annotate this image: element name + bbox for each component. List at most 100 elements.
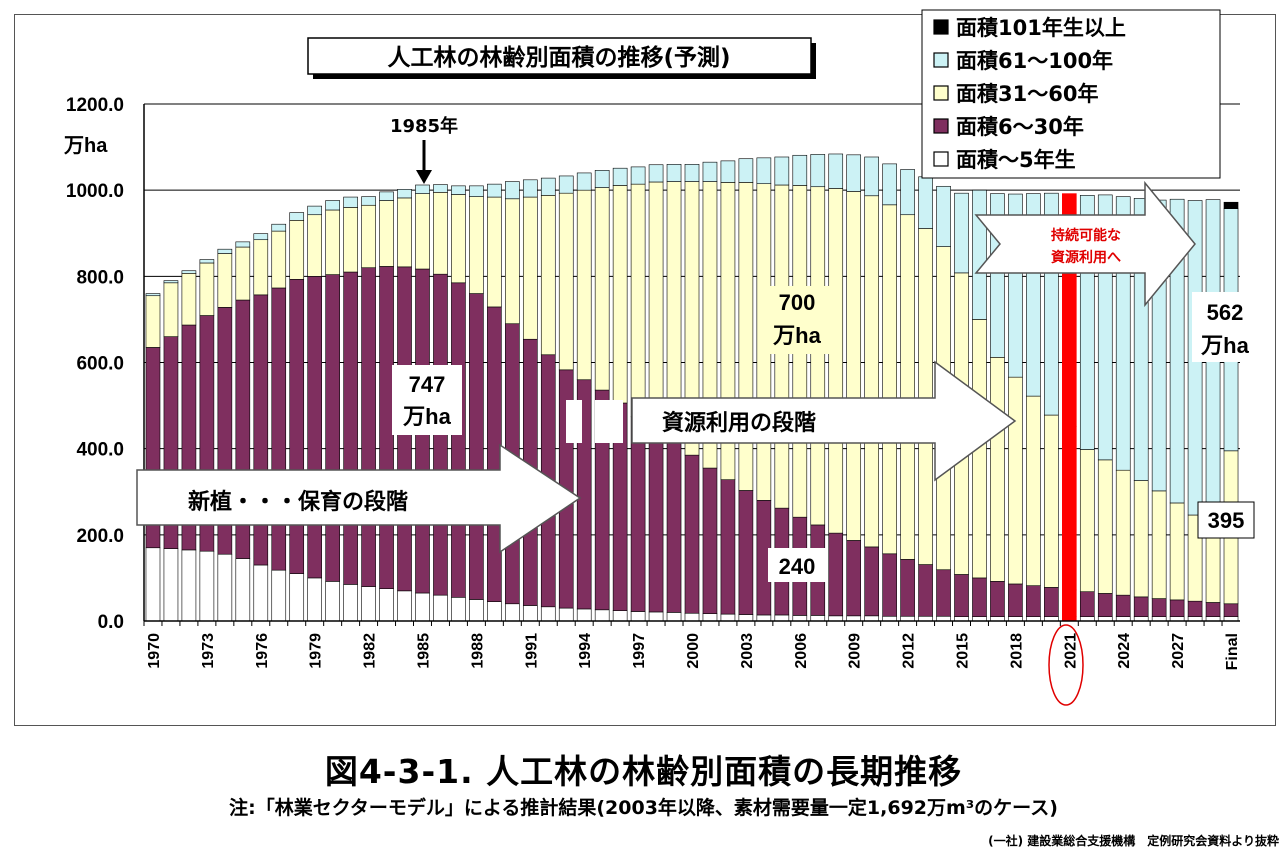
bar-segment-3 [343,207,358,273]
bar-segment-1 [271,569,287,622]
x-tick-label: 1970 [146,633,163,669]
bar-segment-2 [972,577,987,617]
bar-segment-4 [451,185,466,195]
bar-segment-3 [451,194,466,284]
legend-label: 面積31～60年 [956,82,1098,106]
callout-747-unit: 万ha [402,404,451,429]
x-tick-label: 1973 [200,633,217,669]
bar-segment-4 [594,170,610,188]
bar-segment-3 [1008,376,1023,585]
bar-segment-3 [738,182,754,491]
x-tick-label: 1985 [415,633,432,669]
bar-segment-3 [828,188,844,534]
bar-segment-3 [271,230,287,289]
bar-segment-4 [181,270,197,274]
callout-562-unit: 万ha [1200,333,1249,358]
x-tick-label: 2024 [1116,633,1133,669]
bar-segment-1 [576,608,592,622]
bar-segment-3 [918,228,933,565]
bar-segment-1 [738,614,754,622]
bar-segment-1 [505,603,520,622]
bar-segment-1 [379,588,394,622]
bar-segment-3 [1097,459,1113,594]
bar-segment-2 [630,416,646,612]
bar-segment-2 [900,559,915,617]
bar-segment-4 [630,166,646,185]
bar-segment-1 [289,573,305,622]
bar-segment-3 [1115,469,1131,596]
bar-segment-3 [415,193,430,270]
y-tick-label: 1000.0 [66,181,124,202]
bar-segment-4 [469,185,484,197]
callout-700-unit: 万ha [772,323,821,348]
x-tick-label: 2018 [1008,633,1025,669]
bar-segment-2 [325,274,340,582]
bar-segment-1 [612,610,628,622]
bar-segment-4 [702,161,718,182]
bar-segment-1 [864,615,879,622]
bar-segment-3 [397,197,412,268]
y-tick-label: 800.0 [76,267,124,288]
bar-segment-4 [325,200,340,211]
bar-segment-2 [954,574,969,617]
x-tick-label: 1982 [362,633,379,669]
bar-segment-1 [343,584,358,622]
bar-segment-4 [1169,198,1185,504]
bar-segment-5 [1223,201,1239,209]
x-tick-label: 2006 [793,633,810,669]
bar-segment-4 [864,156,879,197]
bar-segment-4 [217,248,233,254]
phase-2-notch-1 [566,400,582,443]
bar-segment-4 [738,158,754,183]
bar-segment-2 [1133,596,1149,617]
bar-segment-2 [1223,603,1239,617]
bar-segment-4 [612,167,628,186]
bar-segment-4 [846,154,862,192]
y-tick-label: 1200.0 [66,95,124,116]
bar-segment-4 [433,184,448,193]
bar-segment-2 [828,532,844,617]
bar-segment-2 [702,467,718,614]
bar-segment-2 [720,479,736,615]
bar-segment-3 [576,189,592,381]
bar-segment-2 [1079,591,1095,617]
phase-1-label: 新植・・・保育の段階 [188,489,408,515]
bar-segment-4 [882,163,897,206]
bar-segment-3 [1079,449,1095,593]
bar-segment-1 [792,615,808,622]
bar-segment-3 [612,185,628,404]
bar-segment-2 [918,564,933,617]
callout-562-box [1192,292,1258,362]
bar-segment-4 [972,189,987,320]
chart-svg: 0.0 200.0 400.0 600.0 800.0 1000.0 1200.0 1970 1… [63,9,1258,706]
bar-segment-3 [325,209,340,275]
bar-segment-3 [361,204,376,269]
x-tick-label: 2012 [901,633,918,669]
legend-label: 面積101年生以上 [956,16,1126,40]
bar-segment-3 [810,186,826,526]
bar-segment-2 [666,441,682,613]
callout-700-box [761,286,833,354]
phase-3-arrow [974,180,1196,308]
chart-frame [14,14,1276,726]
bar-segment-3 [1044,414,1059,588]
x-tick-label: 1997 [631,633,648,669]
bar-segment-2 [343,271,358,585]
bar-segment-4 [666,164,682,182]
bar-segment-4 [1205,199,1221,528]
bar-segment-1 [828,615,844,622]
bar-segment-4 [271,223,287,232]
bar-segment-4 [145,293,161,297]
legend-swatch [933,118,949,134]
bar-segment-3 [253,239,269,296]
bar-segment-4 [954,192,969,274]
bar-segment-2 [451,282,466,598]
overlay-layer: 人工林の林齢別面積の推移(予測) 万ha 1985年 新植・・・保育の段階 資源… [63,37,1258,706]
bar-segment-3 [522,196,538,340]
bar-segment-1 [630,611,646,622]
bar-segment-2 [1151,598,1167,617]
bar-segment-1 [702,613,718,622]
legend-label: 面積6～30年 [956,115,1084,139]
bar-segment-4 [505,181,520,200]
bar-segment-4 [900,169,915,216]
